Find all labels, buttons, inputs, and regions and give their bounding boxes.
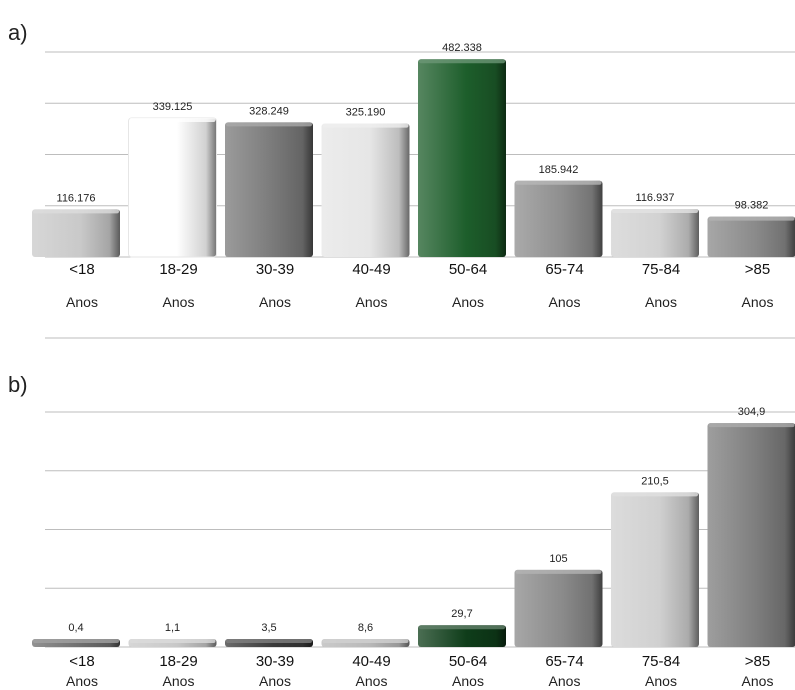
bar-top-highlight (226, 639, 312, 643)
category-label: 18-29 (159, 261, 197, 278)
bar-value-label: 325.190 (346, 107, 386, 119)
bar-top-highlight (129, 639, 216, 643)
category-label: 30-39 (256, 653, 294, 670)
bar-50-64 (418, 59, 506, 257)
bar-65-74 (514, 180, 603, 257)
bar-value-label: 304,9 (738, 406, 766, 418)
bar-value-label: 210,5 (641, 475, 669, 487)
category-unit-label: Anos (742, 294, 774, 310)
bar-65-74 (514, 569, 603, 647)
category-label: 40-49 (352, 261, 390, 278)
category-label: 65-74 (545, 261, 583, 278)
category-label: 75-84 (642, 653, 680, 670)
category-unit-label: Anos (66, 294, 98, 310)
bar-value-label: 0,4 (68, 622, 83, 634)
category-label: >85 (745, 261, 770, 278)
bar-top-highlight (515, 569, 602, 574)
bar-top-highlight (708, 216, 795, 221)
category-unit-label: Anos (452, 673, 484, 689)
bar-30-39 (225, 122, 313, 257)
bar-gt85 (707, 423, 795, 647)
bar-value-label: 328.249 (249, 105, 289, 117)
category-label: 65-74 (545, 653, 583, 670)
bar-40-49 (321, 123, 410, 258)
bar-top-highlight (515, 180, 602, 185)
bar-top-highlight (322, 123, 409, 128)
bar-value-label: 3,5 (261, 622, 276, 634)
bar-value-label: 29,7 (451, 608, 472, 620)
bar-value-label: 482.338 (442, 42, 482, 54)
category-unit-label: Anos (452, 294, 484, 310)
bar-top-highlight (612, 209, 698, 214)
category-label: >85 (745, 653, 770, 670)
category-unit-label: Anos (742, 673, 774, 689)
category-label: 18-29 (159, 653, 197, 670)
bar-value-label: 116.176 (57, 192, 96, 204)
bar-75-84 (611, 209, 699, 257)
bar-value-label: 339.125 (153, 101, 193, 113)
bar-top-highlight (129, 117, 216, 122)
panel-letter: a) (8, 20, 28, 45)
bar-top-highlight (708, 423, 795, 428)
bar-75-84 (611, 492, 699, 647)
category-unit-label: Anos (356, 673, 388, 689)
bar-lt18 (32, 209, 120, 257)
category-label: 50-64 (449, 653, 487, 670)
category-unit-label: Anos (549, 294, 581, 310)
panel-a-age-count-chart: a) 116.176 <18 Anos 339.125 18-29 Anos 328.249 3… (8, 20, 795, 339)
bar-value-label: 98.382 (735, 200, 769, 212)
category-label: 50-64 (449, 261, 487, 278)
bar-value-label: 116.937 (636, 192, 675, 204)
category-unit-label: Anos (259, 294, 291, 310)
category-unit-label: Anos (356, 294, 388, 310)
bar-top-highlight (33, 209, 119, 214)
bar-value-label: 8,6 (358, 622, 373, 634)
category-label: 75-84 (642, 261, 680, 278)
bar-value-label: 1,1 (165, 622, 180, 634)
category-unit-label: Anos (259, 673, 291, 689)
category-unit-label: Anos (66, 673, 98, 689)
category-unit-label: Anos (645, 294, 677, 310)
panel-b-age-rate-chart: b) 0,4 <18 Anos 1,1 18-29 Anos 3,5 30-39 Anos 8,6 4… (8, 372, 795, 689)
category-unit-label: Anos (163, 294, 195, 310)
category-label: 30-39 (256, 261, 294, 278)
category-label: 40-49 (352, 653, 390, 670)
bar-value-label: 185.942 (539, 164, 579, 176)
bar-50-64 (418, 625, 506, 647)
bar-18-29 (128, 117, 217, 258)
category-label: <18 (69, 261, 94, 278)
bar-top-highlight (322, 639, 409, 643)
bar-top-highlight (419, 59, 505, 64)
bar-gt85 (707, 216, 795, 257)
category-unit-label: Anos (549, 673, 581, 689)
category-label: <18 (69, 653, 94, 670)
bar-top-highlight (419, 625, 505, 630)
category-unit-label: Anos (163, 673, 195, 689)
category-unit-label: Anos (645, 673, 677, 689)
bar-top-highlight (33, 639, 119, 643)
bar-top-highlight (226, 122, 312, 127)
bar-value-label: 105 (549, 553, 567, 565)
panel-letter: b) (8, 372, 28, 397)
bar-top-highlight (612, 492, 698, 497)
